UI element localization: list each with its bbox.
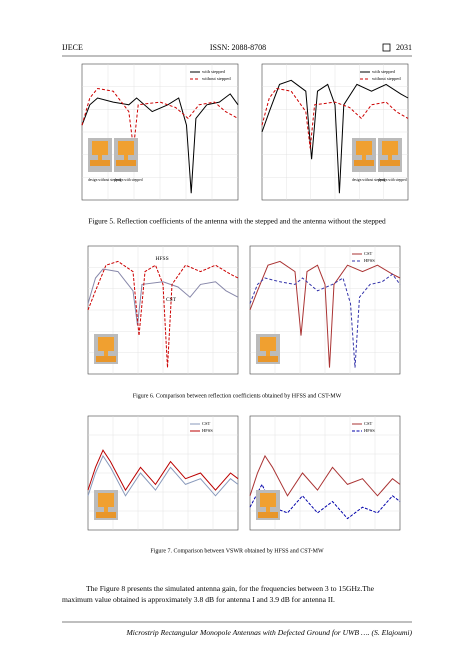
antenna-patch [98,493,114,507]
box-icon [382,43,391,52]
legend-label: HFSS [364,428,375,433]
legend-label: with stepped [202,69,226,74]
legend-label: without stepped [202,76,231,81]
journal: IJECE [62,43,83,52]
annotation: CST [166,297,177,303]
antenna-ground [96,356,116,362]
issn: ISSN: 2088-8708 [210,43,266,52]
curve [249,260,401,368]
antenna-ground [116,160,136,166]
page-number: 2031 [396,43,412,52]
antenna-patch [260,493,276,507]
inset-label: design without stepped [88,178,121,182]
caption: Figure 6. Comparison between reflection … [133,392,342,399]
legend-label: without stepped [372,76,401,81]
antenna-patch [98,337,114,351]
legend-label: CST [202,421,211,426]
antenna-ground [90,160,110,166]
antenna-ground [380,160,400,166]
antenna-patch [356,141,372,155]
caption: Figure 7. Comparison between VSWR obtain… [150,548,324,554]
antenna-patch [260,337,276,351]
antenna-ground [354,160,374,166]
curve [81,93,239,194]
footer: Microstrip Rectangular Monopole Antennas… [125,628,412,637]
antenna-patch [382,141,398,155]
curve [87,449,239,492]
antenna-ground [258,512,278,518]
annotation: HFSS [156,256,169,262]
antenna-patch [118,141,134,155]
legend-label: with stepped [372,69,396,74]
legend-label: CST [364,421,373,426]
curve [87,260,239,368]
paragraph-line: The Figure 8 presents the simulated ante… [86,584,375,593]
caption: Figure 5. Reflection coefficients of the… [88,217,386,226]
inset-label: design without stepped [352,178,385,182]
inset-label: design with stepped [114,178,143,182]
paragraph-line: maximum value obtained is approximately … [62,595,335,604]
antenna-ground [96,512,116,518]
legend-label: HFSS [364,258,375,263]
curve [261,87,409,149]
antenna-patch [92,141,108,155]
curve [87,454,239,497]
inset-label: design with stepped [378,178,407,182]
antenna-ground [258,356,278,362]
legend-label: CST [364,251,373,256]
curve [261,79,409,194]
curve [249,454,401,497]
legend-label: HFSS [202,428,213,433]
curve [87,268,239,326]
